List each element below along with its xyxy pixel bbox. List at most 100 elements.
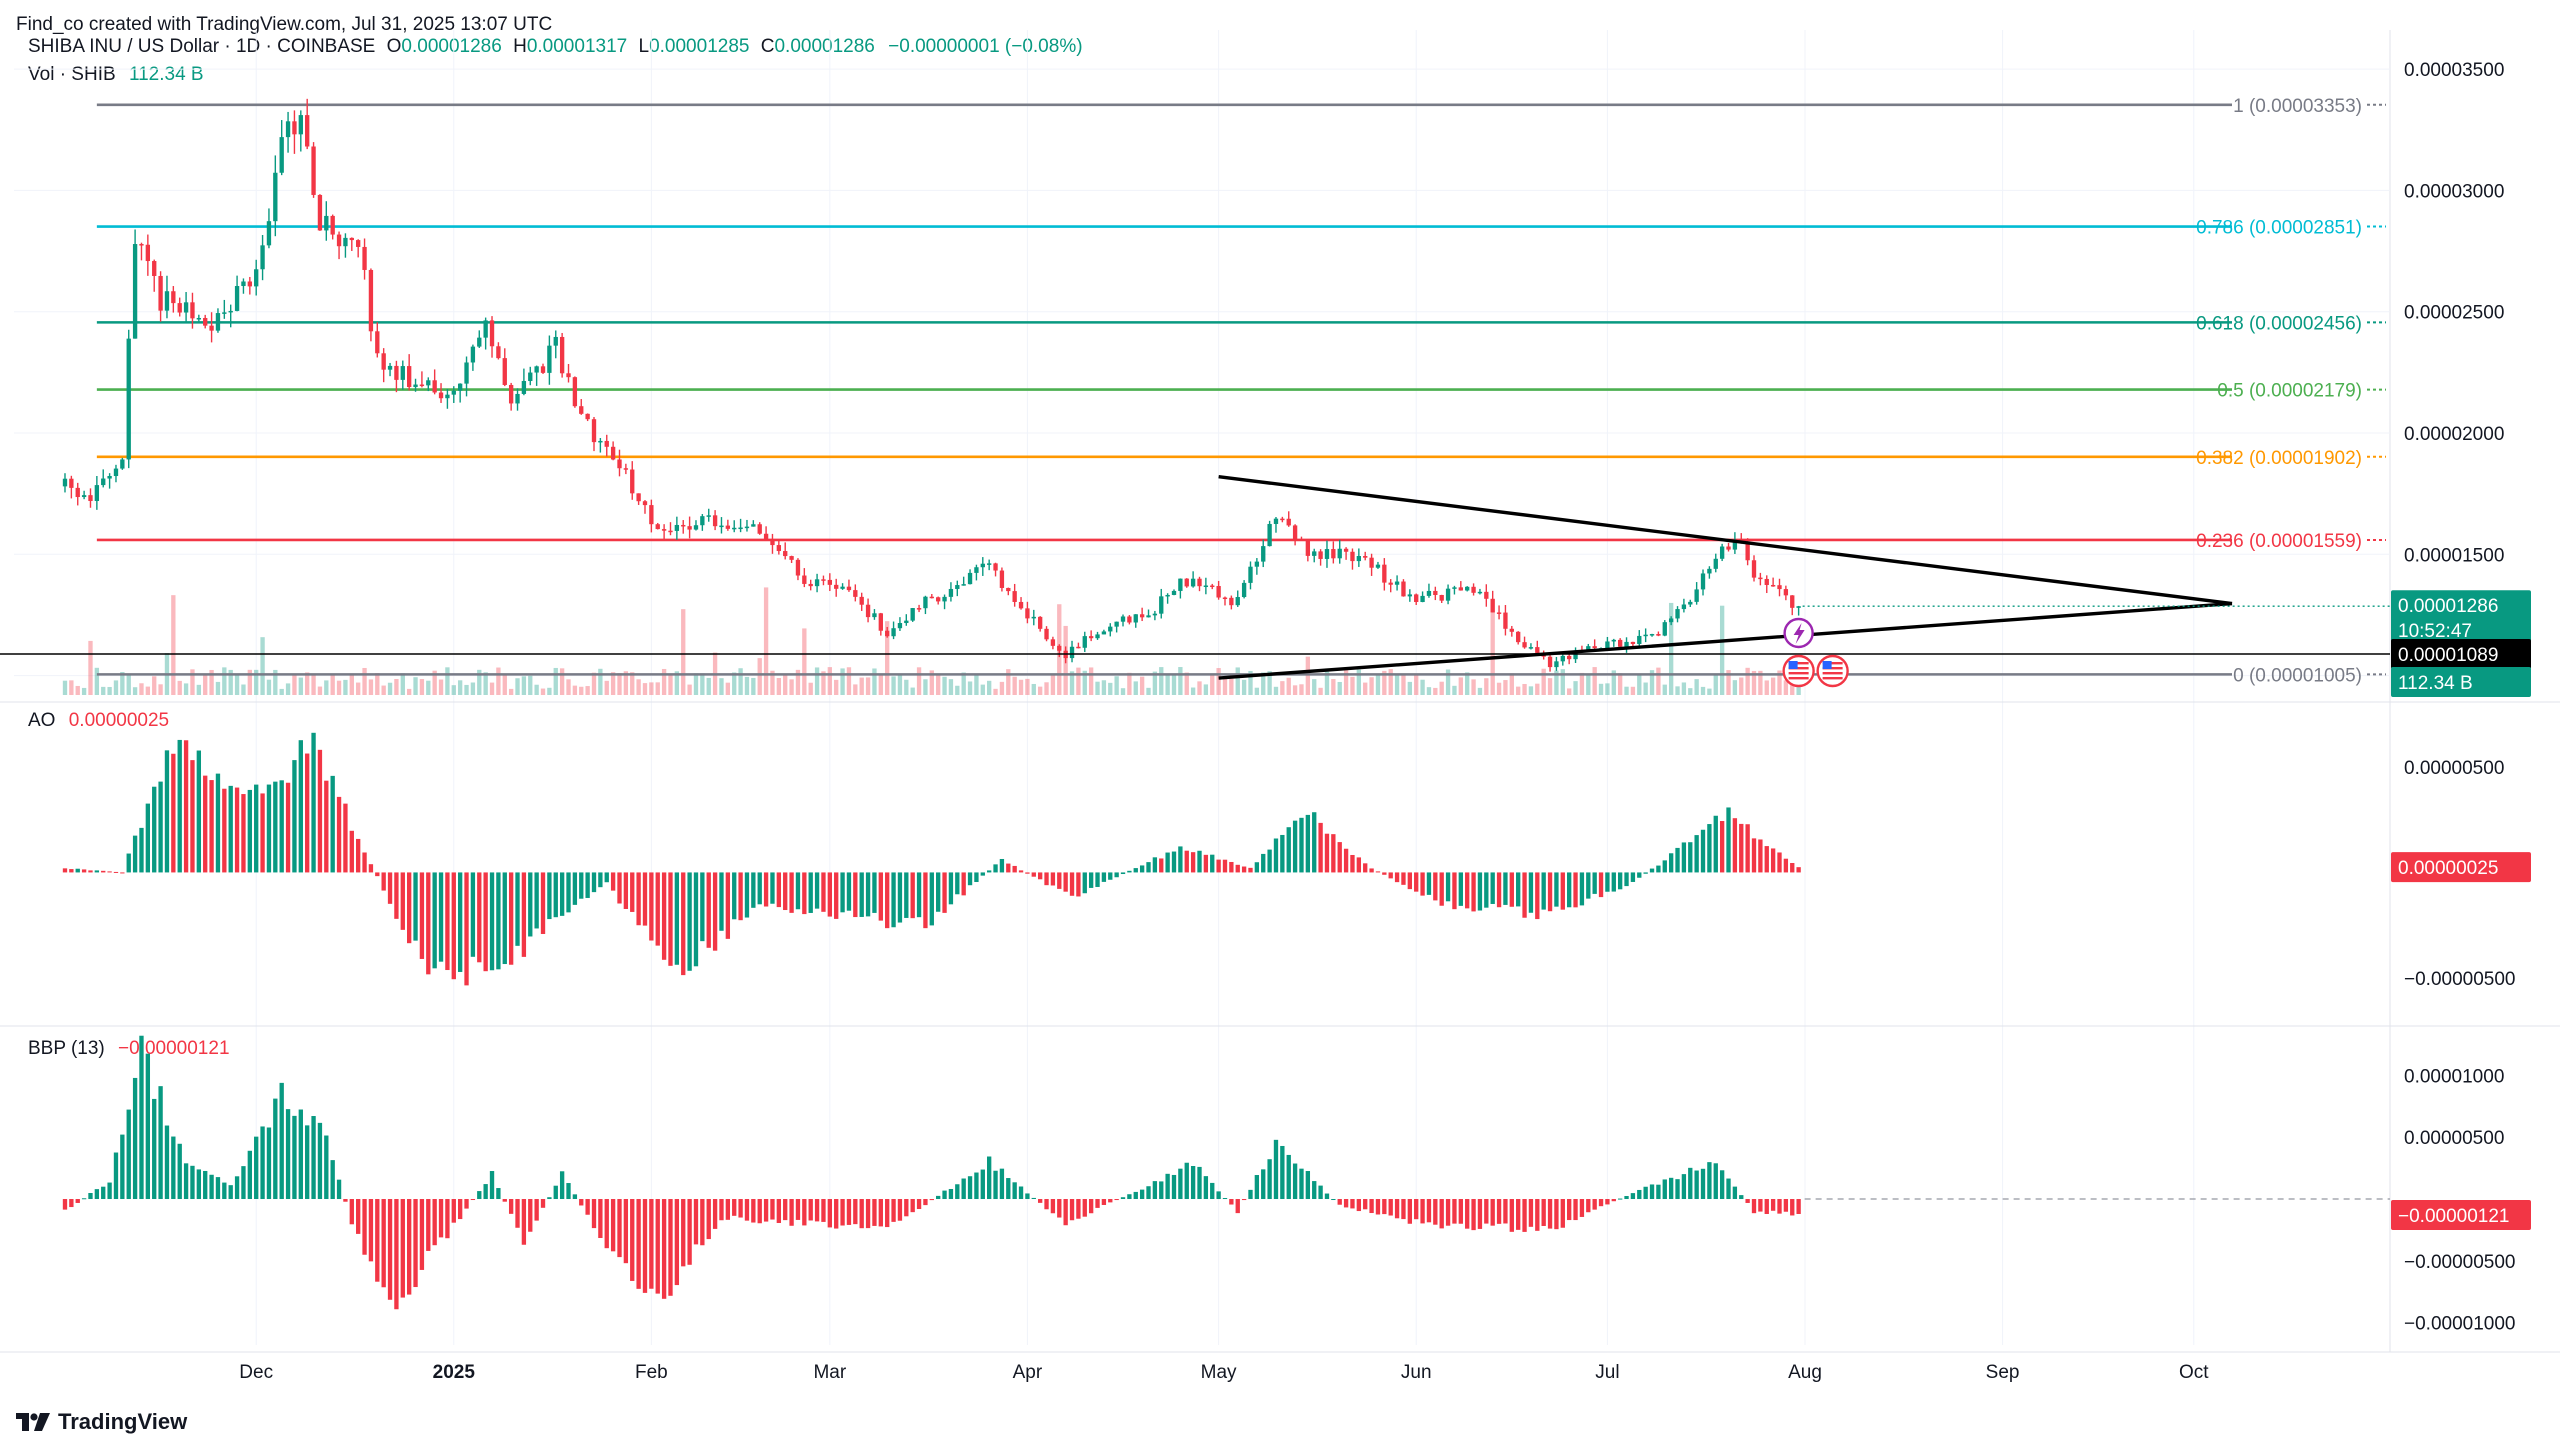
candle-body[interactable] [566,373,571,378]
ao-bar[interactable] [432,872,437,969]
ao-bar[interactable] [980,872,985,876]
bbp-bar[interactable] [1694,1170,1699,1200]
bbp-bar[interactable] [904,1199,909,1217]
ao-bar[interactable] [974,872,979,883]
bbp-bar[interactable] [642,1199,648,1293]
candle-body[interactable] [1764,578,1769,585]
ao-bar[interactable] [744,872,750,918]
ao-bar[interactable] [387,872,393,904]
candle-body[interactable] [700,516,705,526]
candle-body[interactable] [1197,578,1202,587]
bbp-bar[interactable] [1528,1199,1534,1227]
ao-bar[interactable] [1114,872,1119,878]
candle-body[interactable] [834,584,839,589]
bbp-bar[interactable] [183,1163,189,1200]
bbp-bar[interactable] [1369,1199,1374,1214]
bbp-bar[interactable] [1656,1184,1661,1200]
bbp-bar[interactable] [311,1116,316,1200]
bbp-bar[interactable] [623,1199,629,1264]
bbp-bar[interactable] [1624,1196,1629,1200]
bbp-bar[interactable] [1108,1199,1113,1203]
ao-bar[interactable] [827,872,832,917]
candle-body[interactable] [706,515,711,517]
candle-body[interactable] [406,366,412,388]
bbp-bar[interactable] [470,1199,476,1201]
bbp-bar[interactable] [477,1191,482,1200]
ao-bar[interactable] [120,872,125,874]
candle-body[interactable] [426,380,431,386]
bbp-bar[interactable] [1471,1199,1476,1231]
candle-body[interactable] [1286,518,1291,526]
ao-bar[interactable] [700,872,705,942]
candle-body[interactable] [432,380,437,393]
bbp-bar[interactable] [649,1199,654,1289]
ao-bar[interactable] [1108,872,1113,880]
bbp-bar[interactable] [419,1199,425,1270]
candle-body[interactable] [655,524,660,530]
ao-bar[interactable] [305,753,310,873]
candle-body[interactable] [94,485,100,502]
bbp-bar[interactable] [247,1150,252,1200]
ao-bar[interactable] [1445,872,1451,902]
bbp-bar[interactable] [776,1199,782,1223]
bbp-bar[interactable] [1547,1199,1553,1229]
bbp-bar[interactable] [655,1199,660,1294]
bbp-bar[interactable] [298,1109,303,1200]
ao-bar[interactable] [1388,872,1393,879]
bbp-bar[interactable] [215,1177,221,1200]
ao-bar[interactable] [438,872,444,962]
ao-bar[interactable] [1095,872,1100,887]
ao-bar[interactable] [139,827,144,873]
ao-bar[interactable] [451,872,456,980]
bbp-bar[interactable] [712,1199,718,1229]
ao-bar[interactable] [1146,862,1151,873]
bbp-bar[interactable] [878,1199,883,1227]
bbp-bar[interactable] [1783,1199,1789,1212]
candle-body[interactable] [330,215,335,235]
bbp-bar[interactable] [1643,1186,1648,1200]
ao-bar[interactable] [1496,872,1502,908]
candle-body[interactable] [1694,589,1699,602]
bbp-bar[interactable] [107,1182,112,1200]
candle-body[interactable] [744,526,750,529]
bbp-bar[interactable] [1394,1199,1400,1219]
bbp-bar[interactable] [496,1188,501,1200]
bbp-bar[interactable] [330,1160,335,1200]
ao-bar[interactable] [126,853,131,873]
bbp-bar[interactable] [1120,1197,1126,1200]
ao-bar[interactable] [1159,858,1164,873]
candle-body[interactable] [1407,594,1412,597]
bbp-bar[interactable] [432,1199,437,1246]
bbp-bar[interactable] [94,1189,100,1200]
ao-bar[interactable] [330,775,335,873]
candle-body[interactable] [1235,597,1240,606]
candle-body[interactable] [228,310,233,313]
ao-bar[interactable] [1579,872,1585,906]
ao-bar[interactable] [1471,872,1476,912]
bbp-bar[interactable] [1439,1199,1444,1229]
bbp-bar[interactable] [1235,1199,1240,1214]
bbp-bar[interactable] [1509,1199,1514,1232]
ao-bar[interactable] [1707,824,1712,873]
candle-body[interactable] [1076,646,1081,649]
candle-body[interactable] [349,237,354,241]
ao-bar[interactable] [209,780,214,873]
bbp-bar[interactable] [381,1199,386,1288]
ao-bar[interactable] [1375,871,1381,873]
ao-bar[interactable] [598,872,603,888]
bbp-bar[interactable] [260,1126,265,1200]
ao-bar[interactable] [515,872,520,946]
bbp-bar[interactable] [234,1176,240,1200]
candle-body[interactable] [540,366,546,373]
ao-bar[interactable] [1605,872,1610,892]
candle-body[interactable] [1528,647,1534,649]
ao-bar[interactable] [1637,872,1642,878]
bbp-bar[interactable] [1414,1199,1419,1220]
bbp-bar[interactable] [1579,1199,1585,1217]
bbp-bar[interactable] [1681,1174,1687,1200]
ao-bar[interactable] [203,775,208,873]
ao-bar[interactable] [1312,812,1317,873]
candle-body[interactable] [496,346,501,359]
ao-bar[interactable] [464,872,469,986]
candle-body[interactable] [1050,639,1056,646]
